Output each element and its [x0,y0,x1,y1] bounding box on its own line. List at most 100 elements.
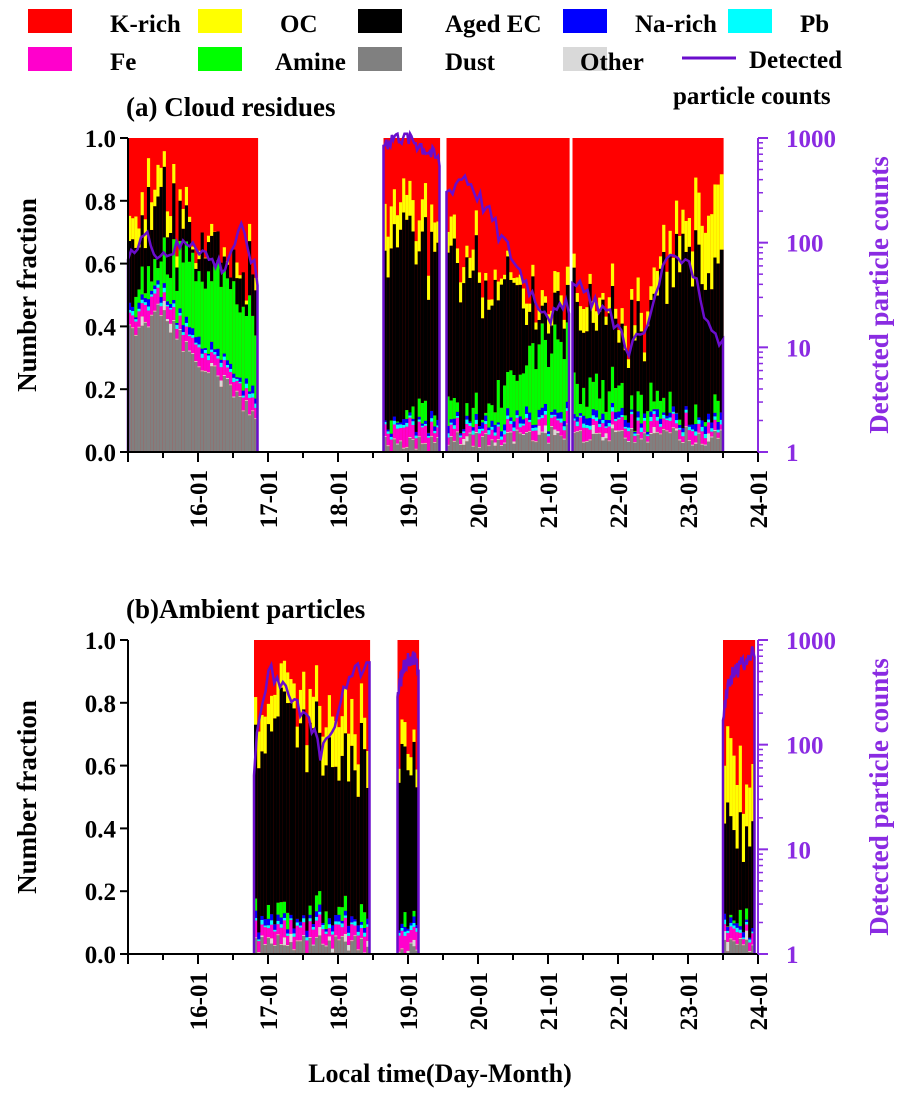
bar-dust [540,432,545,452]
bar-aged-ec [430,231,434,411]
bar-amine [572,372,577,415]
bar-pb [477,428,482,434]
bar-dust [550,426,554,452]
bar-dust [484,433,488,452]
bar-other [719,429,724,431]
bar-oc [594,311,599,331]
bar-oc [356,764,361,797]
bar-other [383,436,388,437]
bar-amine [251,315,255,386]
segment-1 [383,138,441,452]
bar-na-rich [604,419,609,427]
counts-line [445,173,571,452]
bar-oc [162,151,167,167]
bar-other [594,432,599,434]
bar-na-rich [254,910,258,919]
bar-amine [340,907,345,921]
bar-other [537,425,542,435]
bar-k-rich [598,138,602,452]
bar-dust [203,371,208,452]
bar-pb [229,368,233,372]
bar-other [273,944,278,946]
bar-amine [276,902,281,915]
bar-oc [343,686,348,734]
bar-dust [452,441,457,452]
bar-pb [266,925,271,929]
bar-oc [363,717,367,750]
bar-pb [700,426,705,432]
bar-aged-ec [462,283,466,430]
bar-amine [562,359,567,422]
bar-fe [411,425,416,439]
bar-pb [389,436,394,440]
y-tick-label: 1.0 [85,126,116,153]
bar-pb [694,431,698,436]
bar-dust [678,440,682,452]
bar-na-rich [263,918,268,926]
bar-aged-ec [633,340,638,431]
bar-aged-ec [412,741,417,911]
bar-amine [241,306,246,391]
bar-fe [146,310,151,327]
bar-aged-ec [506,256,510,373]
bar-na-rich [324,929,329,932]
bar-aged-ec [614,318,618,388]
bar-fe [235,380,240,391]
bar-dust [216,376,221,452]
bar-oc [462,267,466,284]
bar-aged-ec [521,308,526,374]
bar-na-rich [286,929,290,934]
bar-pb [588,425,593,430]
bar-na-rich [184,316,189,323]
bar-other [710,436,714,438]
bar-dust [732,941,737,954]
bar-amine [658,400,663,419]
legend-label-oc: OC [280,11,318,38]
bar-na-rich [578,413,583,416]
bar-dust [687,441,692,452]
bar-amine [324,911,329,930]
bar-dust [623,438,628,452]
bar-k-rich [578,138,583,452]
legend-label-pb: Pb [800,11,829,38]
y2-tick-label: 10 [786,837,811,864]
bar-na-rich [543,403,548,411]
bar-amine [203,288,208,349]
bar-k-rich [646,138,650,452]
bar-dust [308,937,313,954]
bar-dust [405,447,409,452]
bar-dust [665,431,670,452]
bar-dust [646,442,650,452]
bar-na-rich [646,431,650,435]
bar-pb [295,922,300,926]
bar-fe [321,929,326,944]
bar-other [642,432,647,434]
bar-amine [623,415,628,420]
bar-other [512,441,517,444]
bar-pb [412,923,417,927]
bar-dust [509,432,514,452]
bar-other [366,940,371,947]
bar-amine [282,901,287,914]
bar-dust [263,945,268,954]
bar-fe [636,420,641,434]
bar-amine [389,420,394,434]
bar-other [528,430,532,432]
bar-aged-ec [543,302,548,340]
bar-fe [490,429,495,440]
bar-oc [719,174,724,250]
bar-fe [681,436,686,442]
bar-amine [639,394,644,424]
bar-na-rich [462,429,466,432]
bar-dust [248,415,252,452]
bar-other [452,440,457,442]
bar-oc [175,256,180,268]
bar-oc [178,189,183,201]
bar-fe [738,932,743,938]
bar-fe [254,920,258,938]
bar-amine [556,339,561,413]
bar-other [496,439,501,441]
bar-fe [512,431,517,442]
bar-k-rich [633,138,638,452]
bar-na-rich [751,927,756,932]
